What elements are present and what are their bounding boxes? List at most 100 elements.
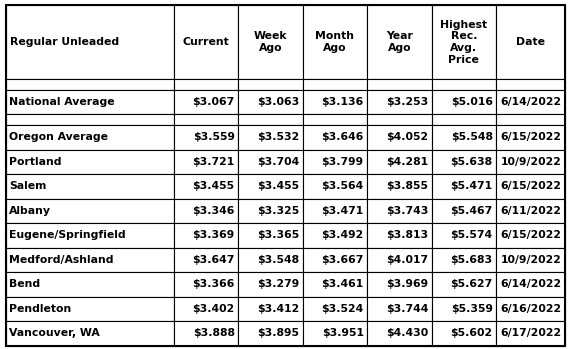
Text: $3.667: $3.667 (321, 255, 364, 265)
Text: 6/15/2022: 6/15/2022 (501, 181, 562, 192)
Bar (238, 223, 303, 248)
Bar (432, 223, 496, 248)
Bar (174, 321, 238, 346)
Bar (496, 5, 565, 79)
Bar (367, 114, 432, 125)
Bar (432, 150, 496, 174)
Text: Oregon Average: Oregon Average (9, 133, 108, 142)
Bar (303, 248, 367, 272)
Bar (432, 5, 496, 79)
Bar (6, 174, 174, 199)
Text: $5.548: $5.548 (451, 133, 493, 142)
Bar (496, 150, 565, 174)
Text: $3.532: $3.532 (257, 133, 299, 142)
Text: 6/11/2022: 6/11/2022 (501, 206, 562, 216)
Text: $4.017: $4.017 (386, 255, 428, 265)
Bar (303, 272, 367, 297)
Bar (6, 90, 174, 114)
Text: $4.430: $4.430 (386, 328, 428, 338)
Bar (174, 79, 238, 90)
Bar (496, 79, 565, 90)
Text: 6/14/2022: 6/14/2022 (501, 279, 562, 289)
Text: Albany: Albany (9, 206, 51, 216)
Text: $3.461: $3.461 (321, 279, 364, 289)
Text: $3.799: $3.799 (321, 157, 364, 167)
Text: $3.063: $3.063 (257, 97, 299, 107)
Text: $4.281: $4.281 (386, 157, 428, 167)
Text: $3.969: $3.969 (386, 279, 428, 289)
Text: $3.366: $3.366 (192, 279, 235, 289)
Bar (496, 223, 565, 248)
Bar (496, 321, 565, 346)
Bar (238, 297, 303, 321)
Text: $3.888: $3.888 (192, 328, 235, 338)
Bar (496, 248, 565, 272)
Bar (6, 125, 174, 150)
Text: Medford/Ashland: Medford/Ashland (9, 255, 114, 265)
Text: $5.574: $5.574 (451, 230, 493, 240)
Bar (367, 150, 432, 174)
Bar (303, 150, 367, 174)
Bar (6, 114, 174, 125)
Bar (238, 174, 303, 199)
Text: $3.647: $3.647 (192, 255, 235, 265)
Text: $3.564: $3.564 (321, 181, 364, 192)
Bar (174, 125, 238, 150)
Bar (174, 248, 238, 272)
Text: Pendleton: Pendleton (9, 304, 71, 314)
Text: $5.602: $5.602 (451, 328, 493, 338)
Bar (303, 5, 367, 79)
Bar (432, 272, 496, 297)
Text: Eugene/Springfield: Eugene/Springfield (9, 230, 126, 240)
Bar (238, 125, 303, 150)
Bar (432, 114, 496, 125)
Bar (238, 114, 303, 125)
Bar (303, 79, 367, 90)
Text: $3.365: $3.365 (257, 230, 299, 240)
Bar (367, 125, 432, 150)
Text: Current: Current (183, 37, 229, 47)
Bar (432, 90, 496, 114)
Text: $4.052: $4.052 (386, 133, 428, 142)
Bar (6, 248, 174, 272)
Text: 10/9/2022: 10/9/2022 (501, 255, 562, 265)
Bar (432, 125, 496, 150)
Bar (238, 150, 303, 174)
Text: Week
Ago: Week Ago (254, 31, 287, 53)
Text: $5.627: $5.627 (451, 279, 493, 289)
Bar (367, 5, 432, 79)
Bar (238, 5, 303, 79)
Bar (303, 321, 367, 346)
Text: $3.951: $3.951 (321, 328, 364, 338)
Text: $3.455: $3.455 (257, 181, 299, 192)
Bar (496, 199, 565, 223)
Bar (238, 321, 303, 346)
Bar (367, 272, 432, 297)
Bar (174, 223, 238, 248)
Text: $3.253: $3.253 (386, 97, 428, 107)
Text: $3.492: $3.492 (321, 230, 364, 240)
Text: $5.467: $5.467 (451, 206, 493, 216)
Text: 6/15/2022: 6/15/2022 (501, 133, 562, 142)
Bar (174, 90, 238, 114)
Text: Date: Date (516, 37, 545, 47)
Text: $3.559: $3.559 (192, 133, 235, 142)
Text: $3.813: $3.813 (386, 230, 428, 240)
Bar (303, 297, 367, 321)
Bar (174, 114, 238, 125)
Text: $3.279: $3.279 (257, 279, 299, 289)
Bar (367, 79, 432, 90)
Bar (496, 114, 565, 125)
Text: $3.136: $3.136 (321, 97, 364, 107)
Bar (432, 79, 496, 90)
Text: $3.402: $3.402 (192, 304, 235, 314)
Bar (174, 5, 238, 79)
Bar (432, 199, 496, 223)
Text: $5.359: $5.359 (451, 304, 493, 314)
Text: $5.471: $5.471 (451, 181, 493, 192)
Bar (496, 272, 565, 297)
Bar (6, 199, 174, 223)
Text: $3.895: $3.895 (257, 328, 299, 338)
Text: $5.683: $5.683 (451, 255, 493, 265)
Text: $3.721: $3.721 (192, 157, 235, 167)
